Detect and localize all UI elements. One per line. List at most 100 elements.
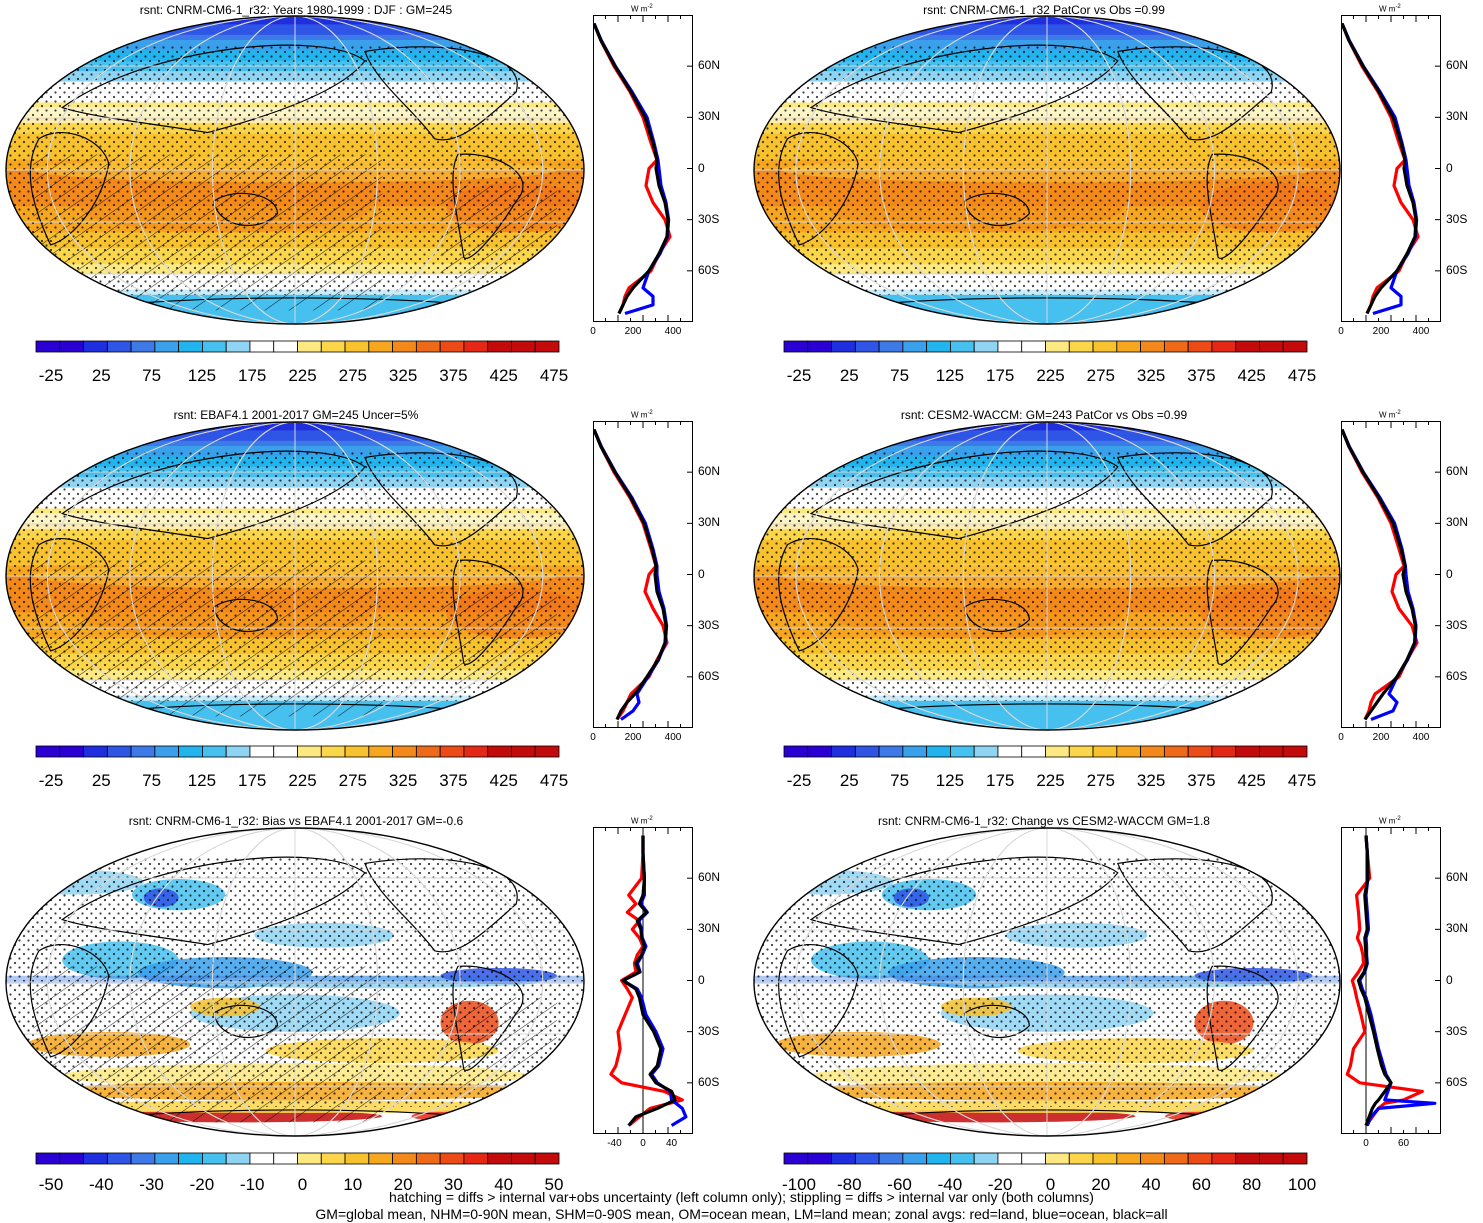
colorbar-swatch (1236, 746, 1260, 757)
lat-label: 30N (1446, 515, 1468, 529)
colorbar-swatch (393, 1153, 417, 1164)
colorbar-swatch (784, 1153, 808, 1164)
colorbar-label: 75 (127, 366, 177, 386)
colorbar-swatch (974, 341, 998, 352)
zonal-xtick-label: 200 (618, 732, 648, 743)
lat-label: 30N (698, 109, 720, 123)
lat-label: 60N (1446, 464, 1468, 478)
colorbar-label: 225 (278, 771, 328, 791)
lat-label: 0 (698, 567, 705, 581)
colorbar-swatch (60, 746, 84, 757)
zonal-unit-text: W m (631, 411, 647, 420)
colorbar-swatch (1283, 1153, 1307, 1164)
colorbar-swatch (250, 341, 274, 352)
zonal-xtick-label: 400 (1406, 732, 1436, 743)
colorbar-swatch (1022, 746, 1046, 757)
colorbar-swatch (369, 746, 393, 757)
colorbar-label: -25 (26, 771, 76, 791)
colorbar-label: 125 (177, 366, 227, 386)
colorbar-swatch (784, 341, 808, 352)
colorbar-swatch (1164, 1153, 1188, 1164)
zonal-unit-sup: -2 (647, 4, 652, 10)
colorbar-swatch (1069, 746, 1093, 757)
colorbar-swatch (440, 341, 464, 352)
lat-label: 60N (1446, 870, 1468, 884)
zonal-xtick-label: 0 (1326, 326, 1356, 337)
colorbar-swatch (131, 746, 155, 757)
colorbar-swatch (107, 1153, 131, 1164)
colorbar-label: 175 (227, 366, 277, 386)
colorbar-swatch (345, 1153, 369, 1164)
colorbar-swatch (298, 341, 322, 352)
colorbar-swatch (440, 1153, 464, 1164)
colorbar-label: 225 (278, 366, 328, 386)
colorbar-swatch (393, 746, 417, 757)
colorbar-label: 125 (177, 771, 227, 791)
colorbar-swatch (155, 746, 179, 757)
zonal-xtick-label: 60 (1389, 1138, 1419, 1149)
footer-note: hatching = diffs > internal var+obs unce… (0, 1189, 1483, 1223)
colorbar-swatch (36, 341, 60, 352)
colorbar-label: 125 (925, 366, 975, 386)
colorbar-swatch (416, 746, 440, 757)
zonal-unit-sup: -2 (1395, 410, 1400, 416)
zonal-profile-p2 (1341, 15, 1441, 322)
colorbar-swatch (155, 341, 179, 352)
zonal-profile-p3 (593, 421, 693, 728)
lat-label: 30N (1446, 109, 1468, 123)
zonal-unit-sup: -2 (647, 816, 652, 822)
colorbar-swatch (226, 341, 250, 352)
colorbar-label: 325 (378, 771, 428, 791)
map-p1 (4, 14, 586, 326)
zonal-unit: W m-2 (631, 410, 653, 420)
zonal-xtick-label: 0 (1351, 1138, 1381, 1149)
colorbar-p5 (35, 1152, 560, 1166)
zonal-xtick-label: 0 (578, 326, 608, 337)
zonal-xtick-label: 400 (658, 326, 688, 337)
zonal-unit-text: W m (1379, 5, 1395, 14)
colorbar-swatch (1188, 746, 1212, 757)
colorbar-swatch (1022, 1153, 1046, 1164)
colorbar-label: 225 (1026, 366, 1076, 386)
map-p4 (752, 420, 1342, 732)
colorbar-swatch (511, 341, 535, 352)
colorbar-swatch (903, 341, 927, 352)
colorbar-swatch (393, 341, 417, 352)
colorbar-label: 75 (875, 366, 925, 386)
colorbar-swatch (321, 746, 345, 757)
zonal-unit-text: W m (1379, 411, 1395, 420)
colorbar-swatch (1259, 1153, 1283, 1164)
colorbar-swatch (998, 341, 1022, 352)
colorbar-label: 25 (824, 771, 874, 791)
colorbar-swatch (464, 746, 488, 757)
colorbar-swatch (1117, 1153, 1141, 1164)
colorbar-swatch (131, 1153, 155, 1164)
lat-label: 30N (698, 921, 720, 935)
colorbar-swatch (511, 746, 535, 757)
colorbar-swatch (879, 341, 903, 352)
colorbar-swatch (927, 341, 951, 352)
colorbar-swatch (250, 746, 274, 757)
lat-label: 0 (1446, 567, 1453, 581)
colorbar-swatch (179, 746, 203, 757)
colorbar-swatch (1117, 341, 1141, 352)
lat-label: 0 (698, 161, 705, 175)
colorbar-p6 (783, 1152, 1308, 1166)
colorbar-swatch (179, 341, 203, 352)
colorbar-swatch (321, 341, 345, 352)
colorbar-swatch (974, 1153, 998, 1164)
colorbar-swatch (974, 746, 998, 757)
lat-label: 60N (1446, 58, 1468, 72)
lat-label: 30S (698, 212, 719, 226)
zonal-xtick-label: 200 (618, 326, 648, 337)
colorbar-swatch (927, 1153, 951, 1164)
colorbar-swatch (1212, 1153, 1236, 1164)
lat-label: 60S (698, 1075, 719, 1089)
zonal-unit-sup: -2 (647, 410, 652, 416)
zonal-unit: W m-2 (631, 816, 653, 826)
colorbar-label: 275 (328, 366, 378, 386)
colorbar-swatch (535, 1153, 559, 1164)
colorbar-label: -25 (26, 366, 76, 386)
colorbar-swatch (60, 341, 84, 352)
colorbar-label: 425 (1227, 366, 1277, 386)
